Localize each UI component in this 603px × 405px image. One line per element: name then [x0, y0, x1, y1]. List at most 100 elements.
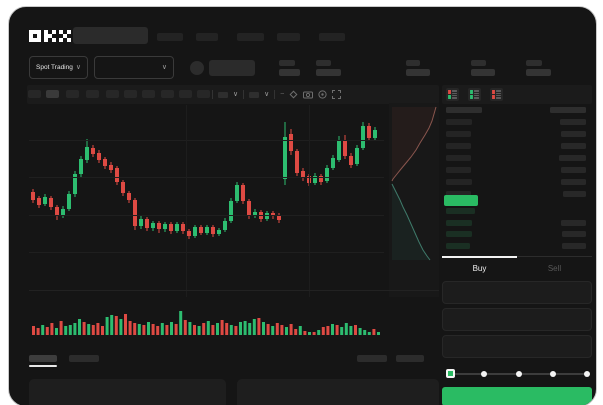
coin-icon[interactable]: [190, 61, 204, 75]
nav-item[interactable]: [157, 33, 183, 41]
ticker-label: [406, 60, 420, 66]
bottom-action[interactable]: [396, 355, 424, 362]
toolbar-tab[interactable]: [197, 90, 210, 98]
ask-size[interactable]: [561, 167, 586, 173]
ask-price[interactable]: [446, 191, 471, 197]
nav-item[interactable]: [319, 33, 345, 41]
gridline: [29, 252, 384, 253]
toolbar-tab[interactable]: [86, 90, 99, 98]
settings-icon[interactable]: [318, 90, 327, 99]
bid-price[interactable]: [446, 231, 472, 238]
slider-handle[interactable]: [446, 369, 455, 378]
fullscreen-icon[interactable]: [332, 90, 342, 99]
ticker-label: [316, 60, 331, 66]
divider: [274, 90, 276, 99]
ask-price[interactable]: [446, 143, 471, 149]
toolbar-tab[interactable]: [66, 90, 79, 98]
bid-price[interactable]: [446, 219, 472, 226]
ticker-label: [471, 60, 486, 66]
ask-size[interactable]: [561, 143, 586, 149]
ticker-label: [526, 60, 542, 66]
chevron-down-icon[interactable]: ∨: [233, 91, 239, 98]
ask-size[interactable]: [561, 179, 586, 185]
bottom-action[interactable]: [357, 355, 387, 362]
market-type-selector[interactable]: Spot Trading ∨: [29, 56, 88, 79]
bottom-tab[interactable]: [69, 355, 99, 362]
submit-order-button[interactable]: [442, 387, 592, 405]
book-asks-icon[interactable]: [490, 88, 503, 101]
bid-size[interactable]: [562, 242, 586, 249]
bid-price[interactable]: [446, 242, 470, 249]
bid-price[interactable]: [446, 208, 475, 214]
divider: [212, 90, 213, 99]
tab-sell[interactable]: Sell: [547, 264, 562, 273]
ask-size[interactable]: [563, 191, 586, 197]
order-input[interactable]: [442, 308, 592, 331]
orderbook-header-size[interactable]: [550, 107, 586, 113]
bid-size[interactable]: [561, 219, 586, 226]
bid-size[interactable]: [562, 231, 586, 238]
candlestick-chart[interactable]: [29, 105, 384, 297]
chevron-down-icon[interactable]: ∨: [264, 91, 270, 98]
volume-layer: [32, 311, 380, 335]
slider-stop[interactable]: [516, 371, 522, 377]
active-tab-underline: [29, 365, 57, 367]
depth-layer: [391, 106, 437, 261]
line-tool-icon[interactable]: ~: [280, 91, 285, 98]
indicator-selector[interactable]: [249, 91, 260, 98]
search-input[interactable]: [73, 27, 148, 44]
volume-chart[interactable]: [29, 307, 384, 337]
ask-price[interactable]: [446, 119, 472, 125]
okx-trading-window: Spot Trading ∨ ∨ ∨ ∨ ~: [8, 6, 597, 405]
toolbar-tab[interactable]: [161, 90, 174, 98]
slider-stop[interactable]: [584, 371, 590, 377]
toolbar-tab[interactable]: [179, 90, 192, 98]
toolbar-tab[interactable]: [106, 90, 119, 98]
toolbar-tab[interactable]: [46, 90, 59, 98]
toolbar-tab[interactable]: [124, 90, 137, 98]
toolbar-tab[interactable]: [28, 90, 41, 98]
chart-toolbar-icons: ∨ ∨ ~: [212, 85, 342, 104]
orderbook-view-toggles: [446, 88, 503, 101]
tab-buy[interactable]: Buy: [472, 264, 487, 273]
depth-chart[interactable]: [389, 103, 439, 297]
last-price-row[interactable]: [444, 195, 478, 206]
ask-price[interactable]: [446, 155, 471, 161]
ask-price[interactable]: [446, 131, 471, 137]
ask-size[interactable]: [559, 155, 586, 161]
bottom-panel: [237, 379, 439, 405]
interval-selector[interactable]: [218, 91, 228, 98]
ticker-value: [316, 69, 341, 76]
order-input[interactable]: [442, 281, 592, 304]
ask-price[interactable]: [446, 167, 471, 173]
ask-size[interactable]: [560, 119, 586, 125]
book-both-icon[interactable]: [446, 88, 459, 101]
nav-item[interactable]: [277, 33, 300, 41]
gridline: [29, 140, 384, 141]
nav-item[interactable]: [237, 33, 264, 41]
camera-icon[interactable]: [303, 90, 314, 99]
gridline: [186, 105, 187, 297]
slider-stop[interactable]: [550, 371, 556, 377]
book-bids-icon[interactable]: [468, 88, 481, 101]
ticker-value: [471, 69, 495, 76]
divider: [243, 90, 245, 99]
ask-size[interactable]: [561, 131, 586, 137]
chart-toolbar: [27, 85, 439, 104]
amount-slider[interactable]: [446, 367, 590, 380]
chevron-down-icon: ∨: [161, 64, 167, 71]
toolbar-tab[interactable]: [142, 90, 155, 98]
okx-logo-icon[interactable]: [29, 28, 71, 44]
chevron-down-icon: ∨: [75, 64, 81, 71]
ask-price[interactable]: [446, 179, 472, 185]
ticker-value: [406, 69, 430, 76]
nav-item[interactable]: [196, 33, 218, 41]
pair-info-button[interactable]: [209, 60, 255, 76]
bottom-tab[interactable]: [29, 355, 57, 362]
order-input[interactable]: [442, 335, 592, 358]
draw-tool-icon[interactable]: [289, 90, 298, 99]
pair-selector[interactable]: ∨: [94, 56, 174, 79]
slider-stop[interactable]: [481, 371, 487, 377]
orderbook-header-price[interactable]: [446, 107, 482, 113]
